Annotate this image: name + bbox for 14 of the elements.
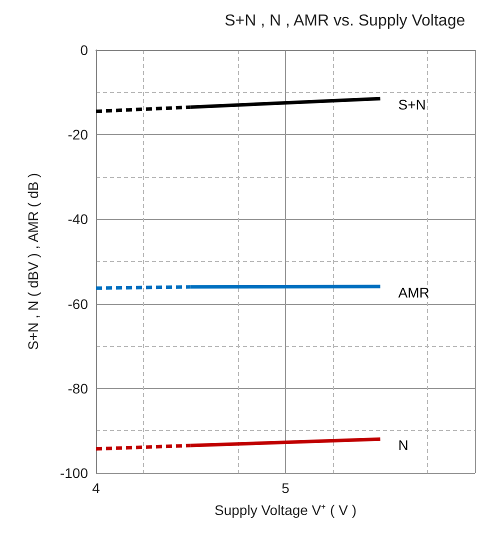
series-label: N	[398, 437, 408, 454]
y-tick-label: -40	[68, 211, 88, 228]
series-label: S+N	[398, 96, 426, 113]
x-axis-title: Supply Voltage V⁺ ( V )	[214, 502, 356, 518]
y-tick-label: -100	[60, 465, 88, 481]
series-label: AMR	[398, 284, 430, 300]
y-tick-label: -20	[68, 126, 88, 143]
y-axis-title: S+N , N ( dBV ) , AMR ( dB )	[25, 173, 41, 350]
x-tick-label: 4	[92, 480, 100, 496]
x-tick-label: 5	[282, 480, 290, 496]
y-tick-label: -80	[68, 380, 88, 396]
y-tick-label: 0	[80, 42, 88, 58]
y-tick-label: -60	[68, 296, 88, 312]
chart-title: S+N , N , AMR vs. Supply Voltage	[224, 12, 466, 30]
